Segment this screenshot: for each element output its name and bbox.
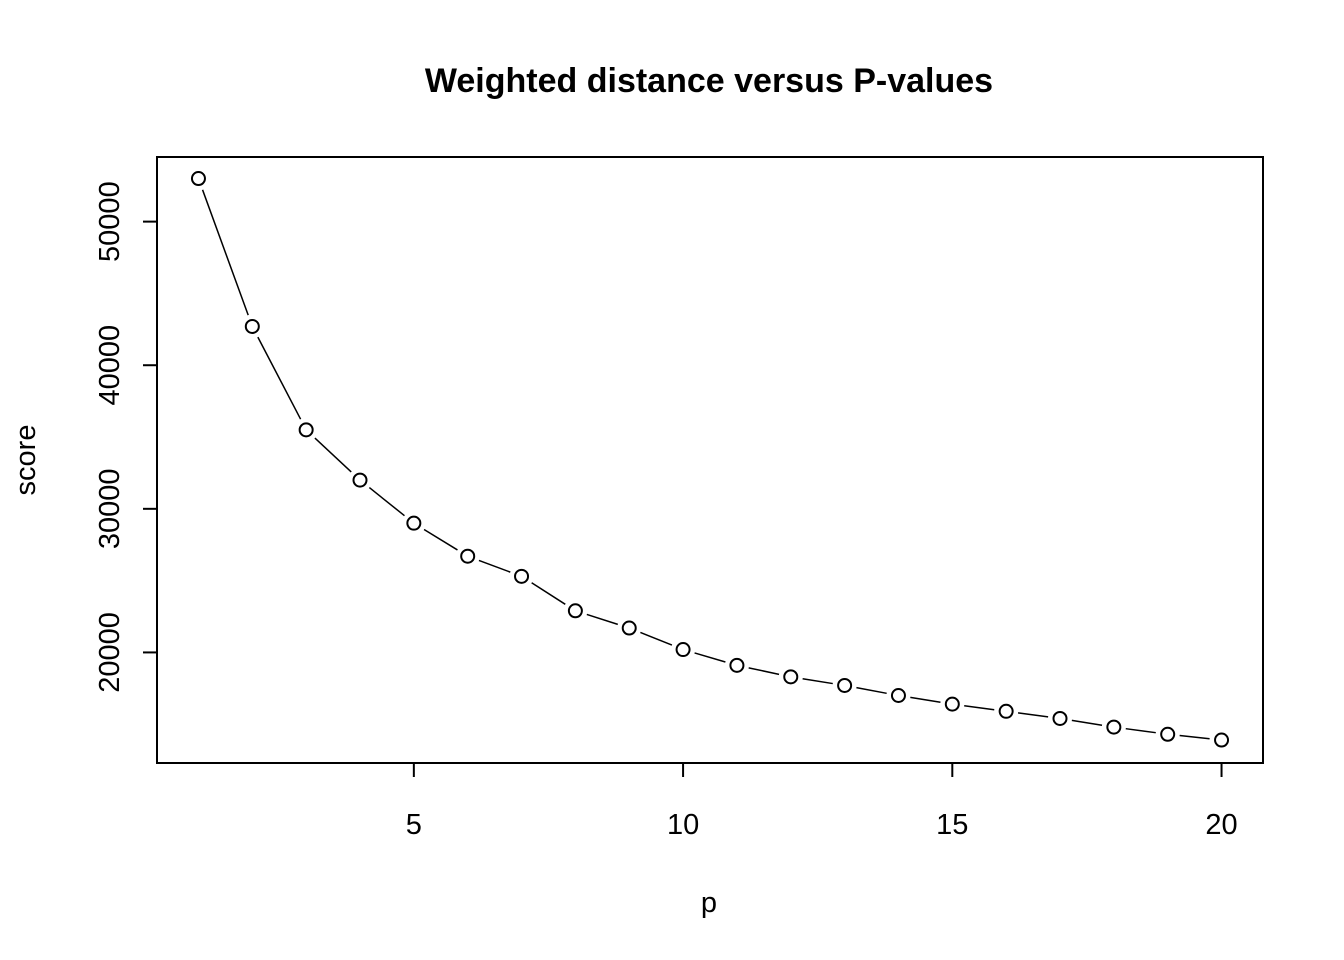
data-point [621, 620, 637, 636]
x-axis: 5 10 15 20 [406, 762, 1238, 841]
plot-frame [156, 156, 1264, 764]
data-point [998, 703, 1014, 719]
series-segment [314, 437, 352, 473]
series-segment [1125, 727, 1156, 734]
series-segment [1179, 734, 1210, 740]
series-segment [478, 559, 511, 573]
data-point [514, 568, 530, 584]
data-point [298, 422, 314, 438]
y-tick-label: 50000 [94, 181, 126, 262]
series-segment [201, 189, 249, 316]
data-point [352, 472, 368, 488]
series-segment [694, 652, 726, 663]
x-tick-label: 20 [1205, 809, 1237, 841]
series-line [201, 189, 1210, 740]
series-segment [964, 704, 995, 711]
y-tick-label: 40000 [94, 325, 126, 406]
series-segment [802, 677, 833, 685]
y-tick-label: 30000 [94, 468, 126, 549]
data-point [1160, 726, 1176, 742]
data-point [1052, 710, 1068, 726]
data-point [837, 677, 853, 693]
data-point [783, 669, 799, 685]
x-tick-label: 15 [936, 809, 968, 841]
data-point [1106, 719, 1122, 735]
x-tick-label: 10 [667, 809, 699, 841]
series-segment [1017, 712, 1049, 718]
series-segment [423, 528, 458, 551]
series-segment [640, 631, 673, 646]
series-segment [257, 336, 302, 420]
series-segment [856, 686, 887, 695]
data-point [460, 548, 476, 564]
data-point [1214, 732, 1230, 748]
series-segment [910, 696, 941, 703]
data-point [944, 696, 960, 712]
data-point [890, 688, 906, 704]
y-axis: 20000 30000 40000 50000 [94, 181, 158, 693]
data-point [729, 657, 745, 673]
x-tick-label: 5 [406, 809, 422, 841]
series-segment [748, 667, 780, 676]
y-axis-label: score [10, 425, 42, 496]
data-point [406, 515, 422, 531]
series-segment [1071, 719, 1103, 726]
data-point [675, 642, 691, 658]
series-segment [586, 613, 619, 626]
y-tick-label: 20000 [94, 612, 126, 693]
x-axis-label: p [701, 887, 717, 919]
series-points [190, 171, 1230, 748]
series-segment [368, 487, 405, 517]
data-point [567, 603, 583, 619]
chart-title: Weighted distance versus P-values [425, 62, 993, 100]
series-segment [531, 582, 566, 605]
data-point [244, 318, 260, 334]
data-point [190, 171, 206, 187]
